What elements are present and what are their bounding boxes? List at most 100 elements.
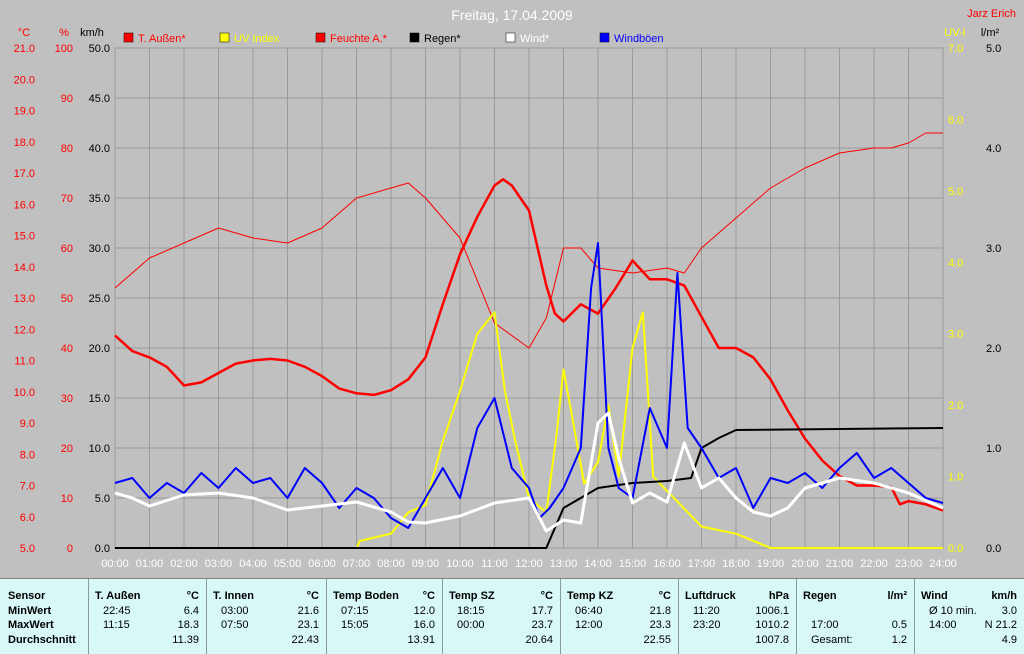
wind-tick-label: 50.0 [89, 43, 110, 55]
legend: T. Außen* UV Index Feuchte A.* Regen* Wind* W… [123, 32, 664, 45]
hum-tick-label: 30 [61, 393, 73, 405]
stats-value: 12.0 [413, 605, 435, 617]
wind-tick-label: 40.0 [89, 143, 110, 155]
series-regen [115, 427, 944, 549]
stats-time: 06:40 [575, 605, 603, 617]
stats-time: 17:00 [811, 619, 839, 631]
legend-swatch [599, 32, 610, 43]
stats-time: 22:45 [103, 605, 131, 617]
time-tick-label: 01:00 [136, 558, 164, 570]
stats-col: T. Innen °C 03:00 21.6 07:50 23.1 22.43 [206, 579, 326, 654]
time-tick-label: 03:00 [205, 558, 233, 570]
time-tick-label: 04:00 [239, 558, 267, 570]
stats-value: 17.7 [531, 605, 553, 617]
stats-value: 0.5 [891, 619, 907, 631]
time-tick-label: 17:00 [688, 558, 716, 570]
stats-time: 11:20 [693, 605, 720, 617]
series-uv-index [115, 311, 943, 549]
rain-tick-label: 2.0 [986, 343, 1001, 355]
stats-header: Temp Boden [333, 590, 399, 602]
time-tick-label: 06:00 [308, 558, 336, 570]
time-tick-label: 07:00 [343, 558, 371, 570]
temp-tick-label: 16.0 [14, 199, 35, 211]
stats-value: 18.3 [177, 619, 199, 631]
stats-row-label: MinWert [8, 605, 52, 617]
hum-tick-label: 20 [61, 443, 73, 455]
stats-time: 07:50 [221, 619, 249, 631]
legend-label: Wind* [520, 33, 550, 45]
stats-col: Temp KZ °C 06:40 21.8 12:00 23.3 22.55 [560, 579, 678, 654]
stats-col: Temp Boden °C 07:15 12.0 15:05 16.0 13.91 [326, 579, 442, 654]
stats-time: 18:15 [457, 605, 485, 617]
stats-time: 15:05 [341, 619, 369, 631]
temp-tick-label: 19.0 [14, 106, 35, 118]
stats-value: 1.2 [891, 634, 907, 646]
stats-unit: l/m² [887, 590, 907, 602]
temp-tick-label: 11.0 [14, 356, 35, 368]
wind-unit: km/h [80, 27, 104, 39]
temp-tick-label: 7.0 [20, 481, 35, 493]
wind-tick-label: 45.0 [89, 93, 110, 105]
temp-tick-label: 13.0 [14, 293, 35, 305]
stats-header: Regen [803, 590, 837, 602]
stats-unit: °C [306, 590, 319, 602]
stats-value: 23.3 [649, 619, 671, 631]
stats-unit: °C [540, 590, 553, 602]
axis-labels: 21.0 20.0 19.0 18.0 17.0 16.0 15.0 14.0 13.0 12.0… [14, 43, 1002, 570]
wind-tick-label: 10.0 [89, 443, 110, 455]
stats-time: 03:00 [221, 605, 249, 617]
temp-tick-label: 12.0 [14, 324, 35, 336]
stats-header: Temp SZ [449, 590, 495, 602]
hum-tick-label: 50 [61, 293, 73, 305]
wind-tick-label: 0.0 [95, 543, 110, 555]
time-tick-label: 15:00 [619, 558, 647, 570]
time-tick-label: 23:00 [895, 558, 923, 570]
time-tick-label: 08:00 [377, 558, 405, 570]
time-tick-label: 10:00 [446, 558, 474, 570]
stats-time: 23:20 [693, 619, 721, 631]
rain-unit: l/m² [981, 27, 1000, 39]
rain-tick-label: 1.0 [986, 443, 1001, 455]
uv-tick-label: 0.0 [948, 543, 963, 555]
legend-swatch [219, 32, 230, 43]
stats-value: 23.1 [297, 619, 319, 631]
stats-unit: °C [658, 590, 671, 602]
time-tick-label: 16:00 [653, 558, 681, 570]
legend-swatch [409, 32, 420, 43]
wind-tick-label: 15.0 [89, 393, 110, 405]
temp-tick-label: 15.0 [14, 231, 35, 243]
temp-tick-label: 21.0 [14, 43, 35, 55]
stats-value: 22.43 [291, 634, 319, 646]
uv-tick-label: 6.0 [948, 114, 963, 126]
legend-label: Regen* [424, 33, 461, 45]
stats-value: 1007.8 [755, 634, 789, 646]
hum-tick-label: 70 [61, 193, 73, 205]
weather-chart: Freitag, 17.04.2009 Jarz Erich °C % km/h… [13, 7, 1016, 570]
stats-value: 6.4 [183, 605, 199, 617]
legend-swatch [315, 32, 326, 43]
stats-value: 1006.1 [755, 605, 789, 617]
hum-tick-label: 80 [61, 143, 73, 155]
stats-header: T. Außen [95, 590, 141, 602]
time-tick-label: 18:00 [722, 558, 750, 570]
rain-tick-label: 4.0 [986, 143, 1001, 155]
series-t-außen [114, 178, 944, 512]
temp-tick-label: 17.0 [14, 168, 35, 180]
stats-time: Ø 10 min. [929, 605, 977, 617]
stats-time: 07:15 [341, 605, 369, 617]
legend-swatch [505, 32, 516, 43]
stats-value: 22.55 [643, 634, 671, 646]
time-tick-label: 12:00 [515, 558, 543, 570]
wind-tick-label: 25.0 [89, 293, 110, 305]
time-tick-label: 00:00 [101, 558, 129, 570]
stats-col-sensor: Sensor MinWert MaxWert Durchschnitt [0, 579, 88, 654]
uv-tick-label: 7.0 [948, 43, 963, 55]
uv-tick-label: 2.0 [948, 400, 963, 412]
stats-value: 11.39 [172, 634, 199, 646]
legend-label: Windböen [614, 33, 664, 45]
wind-tick-label: 20.0 [89, 343, 110, 355]
time-tick-label: 11:00 [481, 558, 508, 570]
temp-tick-label: 18.0 [14, 137, 35, 149]
legend-label: UV Index [234, 33, 280, 45]
temp-tick-label: 14.0 [14, 262, 35, 274]
